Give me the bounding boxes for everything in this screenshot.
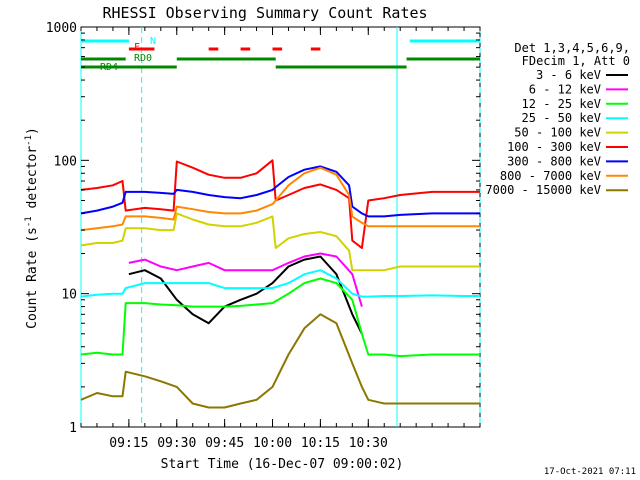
axis-ticks: 09:15 09:30 09:45 10:00 10:15 10:30 1 10 100 1000 bbox=[46, 21, 481, 451]
y-axis-label-main: Count Rate (s bbox=[25, 227, 40, 329]
legend-label-3: 25 - 50 keV bbox=[522, 111, 601, 125]
legend-label-5: 100 - 300 keV bbox=[507, 140, 601, 154]
series-line-2 bbox=[80, 277, 480, 358]
series-line-1 bbox=[128, 252, 363, 307]
series-line-7 bbox=[80, 166, 480, 232]
series-line-8 bbox=[80, 313, 480, 409]
x-axis-label: Start Time (16-Dec-07 09:00:02) bbox=[161, 457, 404, 472]
series-line-5 bbox=[80, 159, 480, 249]
flag-label-rd0: RD0 bbox=[134, 53, 152, 64]
legend-label-2: 12 - 25 keV bbox=[522, 97, 601, 111]
y-tick-label-0: 1 bbox=[69, 421, 77, 436]
series-line-0 bbox=[128, 255, 363, 335]
legend-label-0: 3 - 6 keV bbox=[536, 68, 601, 82]
x-tick-label-2: 09:45 bbox=[205, 436, 244, 451]
series-line-6 bbox=[80, 165, 480, 218]
legend-header-line2: FDecim 1, Att 0 bbox=[522, 54, 630, 68]
legend: Det 1,3,4,5,6,9, FDecim 1, Att 0 3 - 6 k… bbox=[485, 41, 630, 197]
y-axis-label: Count Rate (s-1 detector-1) bbox=[24, 127, 40, 329]
y-axis-label-mid: detector bbox=[25, 146, 40, 217]
flag-label-f: F bbox=[134, 42, 140, 53]
legend-label-1: 6 - 12 keV bbox=[529, 82, 601, 96]
flag-label-n: N bbox=[150, 36, 156, 47]
legend-label-7: 800 - 7000 keV bbox=[500, 169, 601, 183]
series-lines bbox=[80, 159, 480, 409]
legend-label-6: 300 - 800 keV bbox=[507, 154, 601, 168]
y-axis-label-sup1: -1 bbox=[24, 216, 34, 227]
y-axis-label-close: ) bbox=[25, 127, 40, 135]
x-tick-label-0: 09:15 bbox=[109, 436, 148, 451]
legend-label-4: 50 - 100 keV bbox=[514, 126, 601, 140]
x-tick-label-3: 10:00 bbox=[253, 436, 292, 451]
legend-label-8: 7000 - 15000 keV bbox=[485, 183, 601, 197]
legend-header-line1: Det 1,3,4,5,6,9, bbox=[514, 41, 630, 55]
series-line-4 bbox=[80, 212, 480, 272]
x-tick-label-4: 10:15 bbox=[301, 436, 340, 451]
x-tick-label-1: 09:30 bbox=[157, 436, 196, 451]
y-tick-label-1: 10 bbox=[61, 288, 77, 303]
y-axis-label-sup2: -1 bbox=[24, 135, 34, 146]
y-tick-label-2: 100 bbox=[54, 154, 77, 169]
y-tick-label-3: 1000 bbox=[46, 21, 77, 36]
footer-date: 17-Oct-2021 07:11 bbox=[544, 467, 636, 477]
series-line-3 bbox=[80, 269, 480, 298]
x-tick-label-5: 10:30 bbox=[349, 436, 388, 451]
chart-title: RHESSI Observing Summary Count Rates bbox=[102, 4, 427, 22]
flag-label-rd4: RD4 bbox=[100, 62, 118, 73]
